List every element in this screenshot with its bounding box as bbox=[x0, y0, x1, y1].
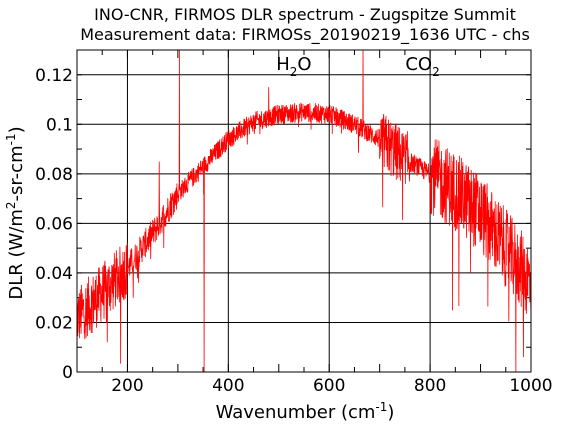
y-tick-label: 0.1 bbox=[46, 115, 73, 135]
x-tick-label: 200 bbox=[111, 376, 143, 396]
axis-ticks bbox=[76, 49, 532, 373]
annotation-label: H2O bbox=[276, 54, 311, 79]
x-tick-label: 1000 bbox=[509, 376, 552, 396]
plot-frame bbox=[76, 49, 532, 373]
x-tick-label: 800 bbox=[414, 376, 446, 396]
annotations: H2O CO2 bbox=[276, 54, 440, 79]
chart-title: INO-CNR, FIRMOS DLR spectrum - Zugspitze… bbox=[94, 5, 516, 24]
y-tick-label: 0.04 bbox=[35, 264, 73, 284]
y-tick-label: 0.12 bbox=[35, 66, 73, 86]
y-tick-label: 0.08 bbox=[35, 165, 73, 185]
spectrum-line bbox=[77, 50, 531, 372]
y-tick-label: 0.06 bbox=[35, 214, 73, 234]
grid-lines bbox=[77, 50, 532, 373]
tick-labels: 200 400 600 800 1000 0 0.02 0.04 0.06 0.08 0.1 0.12 bbox=[35, 66, 552, 396]
chart-subtitle: Measurement data: FIRMOSs_20190219_1636 … bbox=[80, 25, 530, 45]
y-tick-label: 0.02 bbox=[35, 313, 73, 333]
x-tick-label: 400 bbox=[212, 376, 244, 396]
y-axis-label: DLR (W/m2-sr-cm-1) bbox=[4, 126, 27, 299]
series-layer bbox=[77, 50, 531, 372]
x-axis-label: Wavenumber (cm-1) bbox=[216, 400, 395, 423]
x-tick-label: 600 bbox=[313, 376, 345, 396]
annotation-label: CO2 bbox=[405, 54, 439, 79]
y-tick-label: 0 bbox=[62, 363, 73, 383]
